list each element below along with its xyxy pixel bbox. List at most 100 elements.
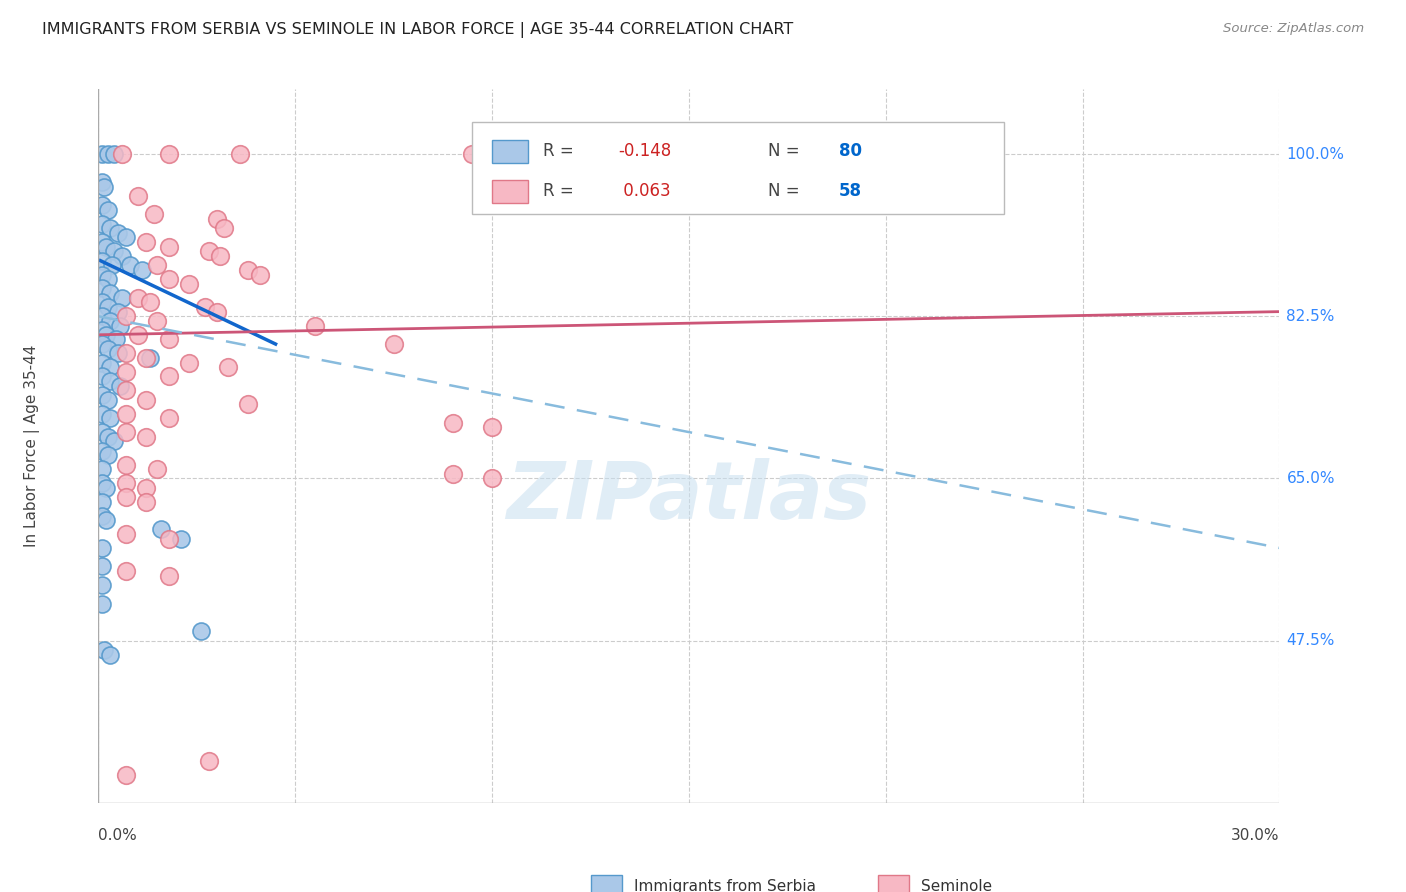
Point [131, 263, 153, 277]
Point [197, 754, 219, 768]
Bar [591, 875, 621, 892]
Point [91, 355, 114, 369]
Point [96, 481, 118, 495]
Point [91, 597, 114, 611]
Point [135, 430, 157, 444]
Point [93, 179, 115, 194]
Point [111, 147, 134, 161]
Point [98, 221, 121, 235]
Point [115, 768, 138, 782]
Point [157, 411, 180, 425]
Point [146, 462, 169, 476]
Point [91, 217, 114, 231]
Bar [492, 140, 527, 163]
Point [197, 244, 219, 259]
Point [157, 147, 180, 161]
Text: Source: ZipAtlas.com: Source: ZipAtlas.com [1223, 22, 1364, 36]
Point [97, 392, 120, 407]
Point [91, 369, 114, 384]
Point [150, 523, 173, 537]
Text: IMMIGRANTS FROM SERBIA VS SEMINOLE IN LABOR FORCE | AGE 35-44 CORRELATION CHART: IMMIGRANTS FROM SERBIA VS SEMINOLE IN LA… [42, 22, 793, 38]
Point [103, 147, 125, 161]
Point [441, 467, 464, 481]
Point [157, 333, 180, 347]
Point [111, 291, 134, 305]
Point [98, 360, 121, 375]
Point [481, 471, 503, 485]
Point [91, 462, 114, 476]
Text: 65.0%: 65.0% [1286, 471, 1334, 486]
Point [135, 351, 157, 365]
Text: ZIPatlas: ZIPatlas [506, 458, 872, 536]
Text: 82.5%: 82.5% [1286, 309, 1334, 324]
Point [107, 304, 129, 318]
Bar [472, 121, 1004, 214]
Text: 47.5%: 47.5% [1286, 633, 1334, 648]
Point [91, 337, 114, 351]
Point [98, 374, 121, 388]
Point [96, 240, 118, 254]
Text: 80: 80 [838, 143, 862, 161]
Point [236, 263, 259, 277]
Point [91, 310, 114, 324]
Text: Seminole: Seminole [921, 879, 993, 892]
Point [115, 527, 138, 541]
Point [97, 342, 120, 356]
Text: 58: 58 [838, 182, 862, 200]
Point [91, 198, 114, 212]
Point [115, 458, 138, 472]
Point [91, 235, 114, 249]
Point [91, 253, 114, 268]
Point [108, 378, 131, 392]
Point [91, 443, 114, 458]
Point [638, 147, 661, 161]
Point [91, 407, 114, 421]
Point [146, 258, 169, 272]
Point [96, 327, 118, 342]
Text: 0.063: 0.063 [619, 182, 671, 200]
Point [205, 211, 228, 226]
Point [209, 249, 232, 263]
Text: In Labor Force | Age 35-44: In Labor Force | Age 35-44 [24, 345, 39, 547]
Point [98, 411, 121, 425]
Text: -0.148: -0.148 [619, 143, 671, 161]
Point [97, 147, 120, 161]
Point [98, 286, 121, 301]
Point [127, 291, 149, 305]
Bar [877, 875, 910, 892]
Text: 30.0%: 30.0% [1232, 828, 1279, 843]
Point [138, 351, 160, 365]
Text: R =: R = [543, 143, 579, 161]
Text: 0.0%: 0.0% [98, 828, 138, 843]
Point [115, 365, 138, 379]
Point [107, 346, 129, 360]
Point [97, 430, 120, 444]
Text: N =: N = [768, 143, 804, 161]
Point [91, 578, 114, 592]
Point [91, 559, 114, 574]
Point [138, 295, 160, 310]
Point [91, 388, 114, 402]
Point [217, 360, 239, 375]
Point [111, 249, 134, 263]
Point [91, 476, 114, 491]
Point [190, 624, 212, 639]
Point [98, 314, 121, 328]
Point [97, 202, 120, 217]
Point [194, 300, 217, 314]
Point [97, 300, 120, 314]
Point [91, 323, 114, 337]
Point [115, 476, 138, 491]
Point [108, 318, 131, 333]
Point [127, 188, 149, 202]
Point [142, 207, 165, 221]
Point [91, 494, 114, 508]
Point [481, 420, 503, 434]
Point [93, 643, 115, 657]
Point [157, 240, 180, 254]
Point [115, 425, 138, 439]
Point [157, 532, 180, 546]
Point [236, 397, 259, 411]
Text: Immigrants from Serbia: Immigrants from Serbia [634, 879, 815, 892]
Point [115, 310, 138, 324]
